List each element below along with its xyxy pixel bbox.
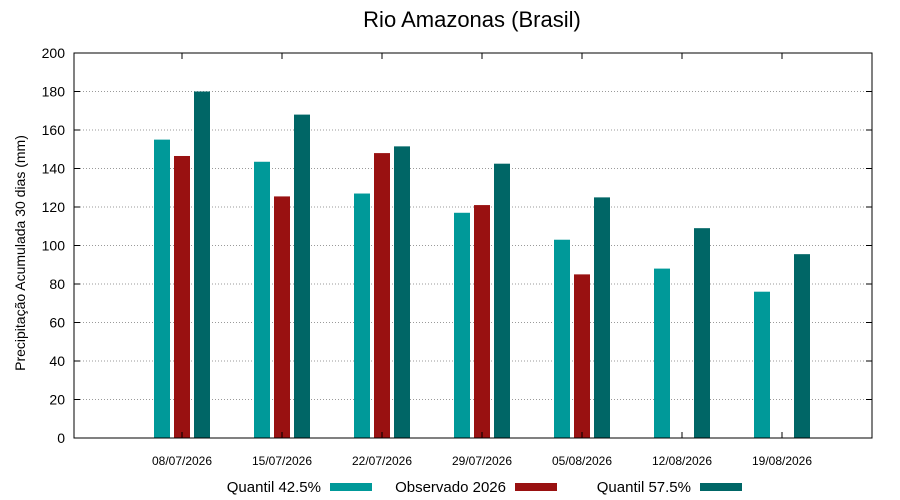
legend-swatch	[700, 483, 742, 491]
x-axis-ticks: 08/07/2026 15/07/2026 22/07/2026 29/07/2026…	[152, 53, 812, 468]
bar	[794, 254, 810, 438]
bar	[694, 228, 710, 438]
y-axis-label: Precipitação Acumulada 30 dias (mm)	[12, 135, 28, 371]
bars	[154, 91, 810, 439]
bar	[574, 274, 590, 438]
legend-label: Quantil 57.5%	[597, 479, 691, 496]
bar	[594, 197, 610, 438]
bar	[194, 91, 210, 438]
y-tick-label: 80	[49, 276, 65, 292]
legend-swatch	[330, 483, 372, 491]
legend-label: Observado 2026	[395, 479, 506, 496]
bar	[294, 114, 310, 438]
x-tick-label: 15/07/2026	[252, 454, 312, 468]
legend: Quantil 42.5% Observado 2026 Quantil 57.5%	[227, 479, 742, 496]
x-tick-label: 05/08/2026	[552, 454, 612, 468]
bar	[394, 146, 410, 439]
x-tick-label: 12/08/2026	[652, 454, 712, 468]
bar	[494, 163, 510, 438]
chart-title: Rio Amazonas (Brasil)	[363, 7, 581, 32]
bar	[454, 212, 470, 438]
y-tick-label: 160	[42, 122, 66, 138]
y-tick-label: 140	[42, 161, 66, 177]
y-tick-label: 0	[57, 430, 65, 446]
x-tick-label: 19/08/2026	[752, 454, 812, 468]
x-tick-label: 29/07/2026	[452, 454, 512, 468]
bar	[174, 155, 190, 439]
bar	[154, 139, 170, 438]
bar	[254, 161, 270, 438]
y-tick-label: 60	[49, 315, 65, 331]
grid-lines	[74, 91, 872, 400]
bar	[474, 205, 490, 438]
y-tick-label: 100	[42, 238, 66, 254]
legend-label: Quantil 42.5%	[227, 479, 321, 496]
bar	[754, 291, 770, 438]
y-tick-label: 40	[49, 353, 65, 369]
bar	[554, 239, 570, 438]
y-tick-label: 20	[49, 392, 65, 408]
y-axis-ticks: 0 20 40 60 80 100 120 140 160 180 200	[42, 45, 872, 446]
bar	[274, 196, 290, 438]
y-tick-label: 120	[42, 199, 66, 215]
legend-swatch	[515, 483, 557, 491]
y-tick-label: 180	[42, 84, 66, 100]
plot-frame	[73, 52, 873, 439]
bar	[374, 153, 390, 438]
x-tick-label: 22/07/2026	[352, 454, 412, 468]
bar	[354, 193, 370, 438]
x-tick-label: 08/07/2026	[152, 454, 212, 468]
y-tick-label: 200	[42, 45, 66, 61]
bar	[654, 268, 670, 438]
